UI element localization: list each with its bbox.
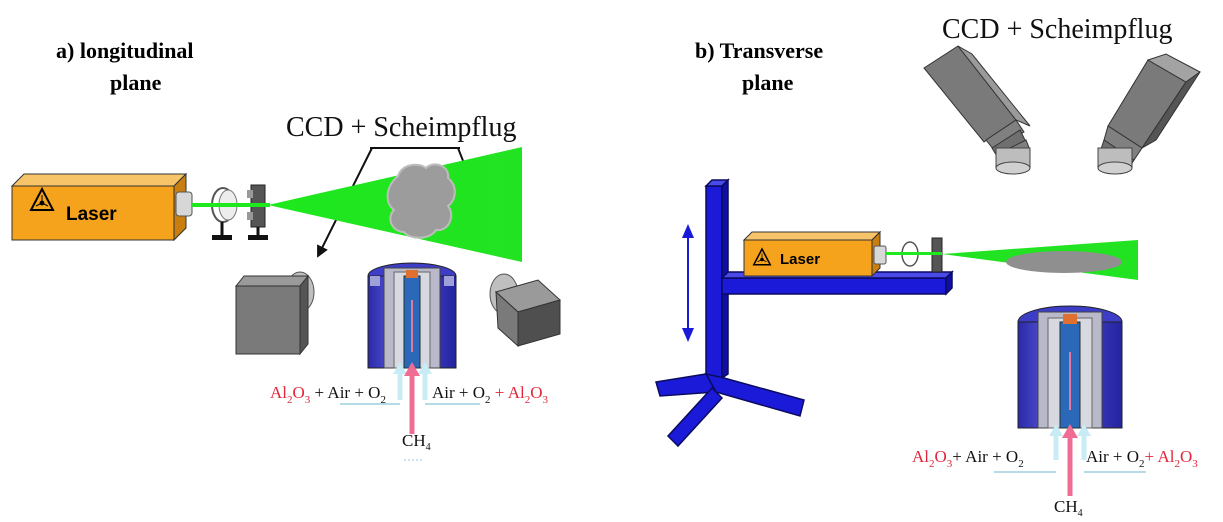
panel-a-title-line2: plane — [110, 70, 162, 95]
panel-b-feed-right: Air + O2+ Al2O3 — [1086, 447, 1198, 470]
panel-b-particle-region — [1006, 251, 1122, 273]
panel-a-laser-label: Laser — [66, 204, 117, 225]
panel-a-fuel: CH4 — [402, 431, 431, 453]
panel-a-optics — [211, 184, 268, 240]
double-arrow-icon — [682, 224, 694, 342]
panel-a-title-line1: a) longitudinal — [56, 38, 194, 63]
panel-a-camera-right — [489, 273, 562, 348]
panel-a-laser: Laser — [10, 172, 193, 242]
panel-b: b) Transverse plane CCD + Scheimpflug — [655, 14, 1201, 519]
panel-b-feed-left: Al2O3+ Air + O2 — [912, 447, 1024, 470]
laser-hazard-icon — [752, 247, 772, 266]
panel-b-fuel: CH4 — [1054, 497, 1083, 519]
panel-b-camera-label: CCD + Scheimpflug — [942, 14, 1172, 45]
panel-b-camera-left — [923, 45, 1031, 175]
panel-b-camera-right — [1097, 53, 1201, 175]
panel-a-laser-beam — [192, 203, 270, 207]
panel-a-feed-left: Al2O3 + Air + O2 — [270, 383, 386, 406]
panel-b-title-line2: plane — [742, 70, 794, 95]
panel-a-camera-label: CCD + Scheimpflug — [286, 112, 516, 143]
panel-a-burner — [340, 262, 480, 461]
panel-b-burner — [994, 305, 1146, 496]
panel-a-feed-right: Air + O2 + Al2O3 — [432, 383, 548, 406]
panel-a: a) longitudinal plane CCD + Scheimpflug … — [10, 38, 562, 461]
laser-hazard-icon — [29, 186, 55, 211]
panel-b-stand — [655, 178, 954, 448]
panel-b-title-line1: b) Transverse — [695, 38, 823, 63]
panel-a-particle-cloud — [386, 163, 456, 239]
panel-a-camera-left — [234, 271, 315, 356]
panel-b-laser-label: Laser — [780, 251, 820, 268]
panel-b-laser-beam — [886, 252, 942, 255]
